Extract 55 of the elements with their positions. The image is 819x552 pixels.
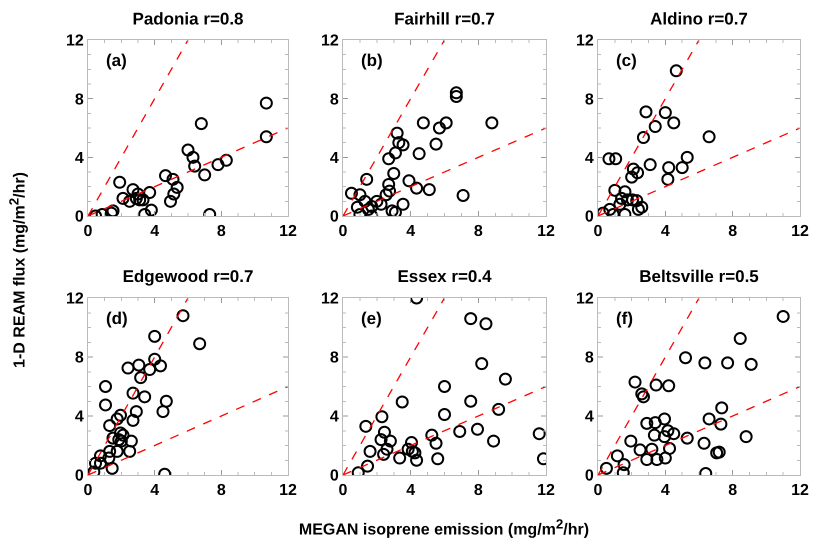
y-tick-label: 4 [74, 150, 84, 167]
x-tick-label: 12 [791, 482, 809, 500]
y-tick-label: 8 [330, 91, 339, 108]
annotation: (d) [106, 309, 128, 328]
y-tick-label: 0 [330, 208, 339, 226]
x-tick-label: 4 [406, 482, 416, 500]
chart-title: Beltsville r=0.5 [639, 267, 759, 286]
y-tick-label: 12 [66, 32, 84, 50]
x-tick-label: 8 [728, 223, 738, 240]
x-tick-label: 4 [406, 223, 416, 240]
x-tick-label: 12 [537, 482, 555, 500]
x-tick-label: 4 [150, 482, 160, 500]
y-tick-label: 4 [330, 150, 339, 167]
y-tick-label: 12 [321, 32, 339, 50]
y-tick-label: 8 [584, 350, 594, 367]
y-tick-label: 8 [330, 350, 339, 367]
y-tick-label: 8 [74, 91, 84, 108]
y-tick-label: 0 [74, 208, 84, 226]
chart-title: Fairhill r=0.7 [394, 9, 495, 28]
annotation: (c) [616, 51, 637, 70]
chart-title: Padonia r=0.8 [132, 9, 244, 28]
y-tick-label: 0 [584, 468, 594, 485]
y-tick-label: 0 [74, 468, 84, 485]
x-tick-label: 8 [216, 482, 226, 500]
x-tick-label: 8 [474, 482, 483, 500]
y-tick-label: 4 [584, 150, 594, 167]
y-tick-label: 4 [74, 408, 84, 426]
annotation: (b) [361, 51, 383, 70]
x-tick-label: 12 [279, 482, 297, 500]
x-tick-label: 4 [660, 482, 670, 500]
y-tick-label: 12 [576, 290, 594, 308]
x-tick-label: 12 [791, 223, 809, 240]
annotation: (e) [361, 309, 382, 328]
x-tick-label: 8 [474, 223, 483, 240]
x-tick-label: 4 [150, 223, 160, 240]
annotation: (a) [106, 51, 127, 70]
y-tick-label: 12 [66, 290, 84, 308]
annotation: (f) [616, 309, 633, 328]
x-tick-label: 4 [660, 223, 670, 240]
y-tick-label: 4 [330, 408, 339, 426]
chart-title: Essex r=0.4 [397, 267, 492, 286]
x-tick-label: 12 [537, 223, 555, 240]
y-tick-label: 0 [330, 468, 339, 485]
x-tick-label: 12 [279, 223, 297, 240]
chart-title: Aldino r=0.7 [650, 9, 748, 28]
y-tick-label: 8 [74, 350, 84, 367]
x-tick-label: 8 [216, 223, 226, 240]
chart-title: Edgewood r=0.7 [122, 267, 254, 286]
x-tick-label: 8 [728, 482, 738, 500]
y-tick-label: 12 [321, 290, 339, 308]
y-tick-label: 0 [584, 208, 594, 226]
y-tick-label: 12 [576, 32, 594, 50]
x-axis-title: MEGAN isoprene emission (mg/m$^{2}$/hr) [298, 516, 590, 540]
y-tick-label: 8 [584, 91, 594, 108]
y-tick-label: 4 [584, 408, 594, 426]
